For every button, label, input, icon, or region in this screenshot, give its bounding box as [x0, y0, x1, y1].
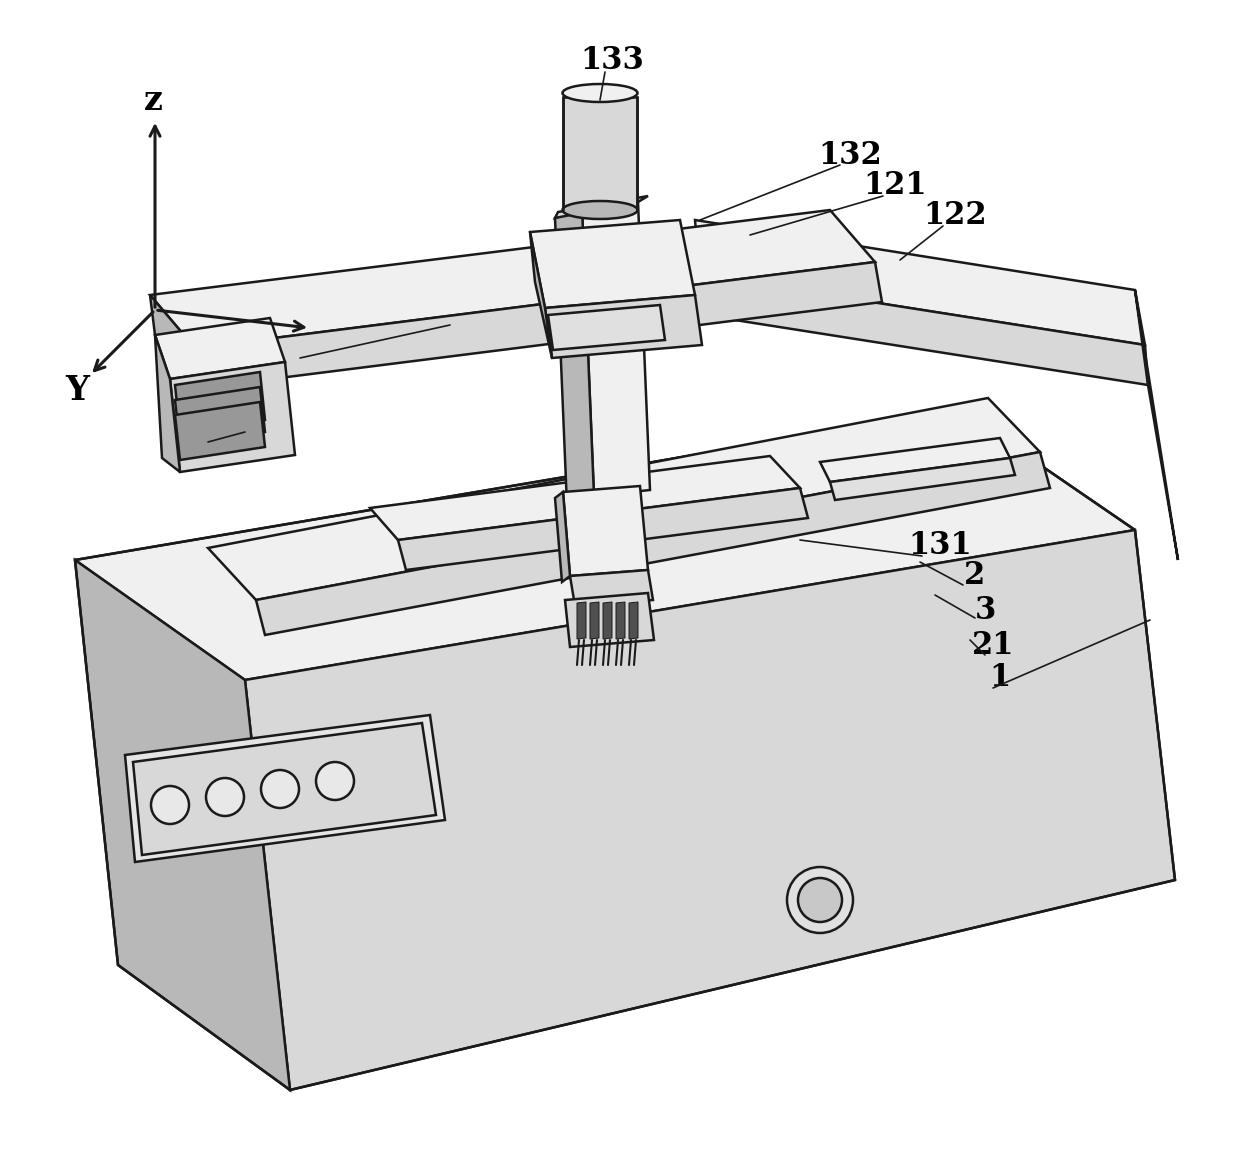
Text: 132: 132 [818, 140, 882, 170]
Text: 2: 2 [965, 559, 986, 591]
Circle shape [316, 762, 353, 801]
Polygon shape [370, 456, 800, 540]
Text: 112: 112 [159, 419, 222, 450]
Polygon shape [546, 295, 702, 358]
Polygon shape [820, 438, 1011, 482]
Polygon shape [590, 602, 599, 640]
Polygon shape [556, 208, 594, 506]
Polygon shape [155, 335, 180, 471]
Polygon shape [563, 97, 637, 210]
Text: 3: 3 [975, 594, 996, 626]
Ellipse shape [563, 201, 637, 219]
Polygon shape [1135, 291, 1178, 560]
Polygon shape [155, 317, 285, 379]
Polygon shape [563, 485, 649, 576]
Polygon shape [529, 221, 694, 308]
Text: 133: 133 [580, 44, 644, 76]
Polygon shape [577, 602, 587, 640]
Polygon shape [208, 398, 1040, 600]
Circle shape [799, 878, 842, 922]
Polygon shape [570, 569, 653, 606]
Polygon shape [565, 593, 653, 647]
Polygon shape [556, 196, 649, 218]
Polygon shape [548, 305, 665, 350]
Circle shape [787, 867, 853, 932]
Polygon shape [74, 410, 1135, 680]
Polygon shape [701, 275, 1148, 385]
Polygon shape [255, 452, 1050, 635]
Polygon shape [175, 401, 265, 460]
Polygon shape [150, 210, 875, 348]
Polygon shape [170, 362, 295, 471]
Polygon shape [529, 232, 552, 358]
Polygon shape [556, 492, 570, 582]
Polygon shape [603, 602, 613, 640]
Polygon shape [133, 724, 436, 855]
Text: 1: 1 [990, 663, 1011, 693]
Polygon shape [246, 530, 1176, 1090]
Text: 21: 21 [972, 629, 1014, 661]
Text: 131: 131 [908, 530, 972, 560]
Polygon shape [195, 263, 882, 387]
Polygon shape [830, 457, 1016, 499]
Polygon shape [74, 560, 290, 1090]
Ellipse shape [563, 84, 637, 102]
Polygon shape [629, 602, 639, 640]
Polygon shape [150, 295, 200, 387]
Text: x: x [324, 315, 343, 349]
Circle shape [151, 787, 188, 824]
Polygon shape [616, 602, 625, 640]
Polygon shape [175, 387, 265, 445]
Polygon shape [398, 488, 808, 569]
Polygon shape [694, 221, 1145, 345]
Polygon shape [125, 715, 445, 862]
Circle shape [206, 778, 244, 816]
Polygon shape [175, 372, 265, 433]
Text: z: z [144, 84, 162, 117]
Text: 121: 121 [863, 169, 926, 201]
Circle shape [260, 770, 299, 808]
Text: 122: 122 [924, 200, 987, 231]
Text: 111: 111 [253, 335, 316, 365]
Polygon shape [582, 202, 650, 496]
Text: Y: Y [64, 373, 89, 406]
